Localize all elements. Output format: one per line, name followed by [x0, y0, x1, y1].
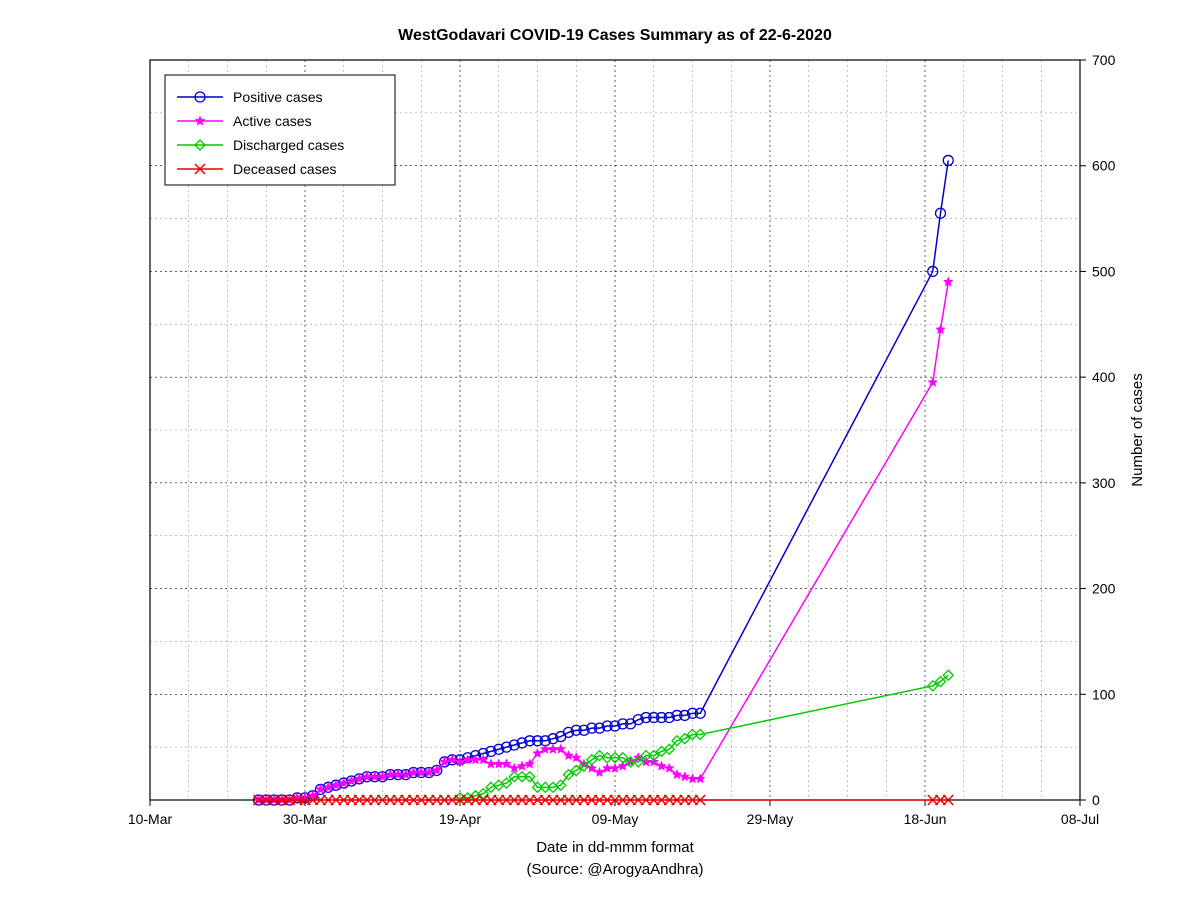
legend-label: Discharged cases [233, 137, 344, 153]
y-tick-label: 400 [1092, 369, 1116, 385]
legend-label: Positive cases [233, 89, 322, 105]
y-tick-label: 500 [1092, 263, 1116, 279]
y-axis-label: Number of cases [1129, 373, 1146, 486]
chart-svg: 10-Mar 30-Mar 19-Apr 09-May 29-May 18-Jun 08-J… [0, 0, 1200, 898]
y-tick-label: 600 [1092, 158, 1116, 174]
y-tick-label: 700 [1092, 52, 1116, 68]
y-tick-label: 100 [1092, 686, 1116, 702]
x-tick-label: 08-Jul [1061, 811, 1099, 827]
y-tick-label: 0 [1092, 792, 1100, 808]
x-axis-label: Date in dd-mmm format [536, 839, 694, 856]
x-tick-label: 18-Jun [904, 811, 947, 827]
x-tick-label: 29-May [747, 811, 794, 827]
chart-title: WestGodavari COVID-19 Cases Summary as o… [398, 27, 832, 44]
x-tick-label: 09-May [592, 811, 639, 827]
legend-label: Active cases [233, 113, 312, 129]
chart-container: 10-Mar 30-Mar 19-Apr 09-May 29-May 18-Jun 08-J… [0, 0, 1200, 898]
y-tick-label: 200 [1092, 581, 1116, 597]
y-tick-label: 300 [1092, 475, 1116, 491]
x-tick-label: 10-Mar [128, 811, 173, 827]
source-label: (Source: @ArogyaAndhra) [527, 861, 704, 878]
x-tick-label: 19-Apr [439, 811, 481, 827]
legend-label: Deceased cases [233, 161, 337, 177]
x-tick-label: 30-Mar [283, 811, 328, 827]
